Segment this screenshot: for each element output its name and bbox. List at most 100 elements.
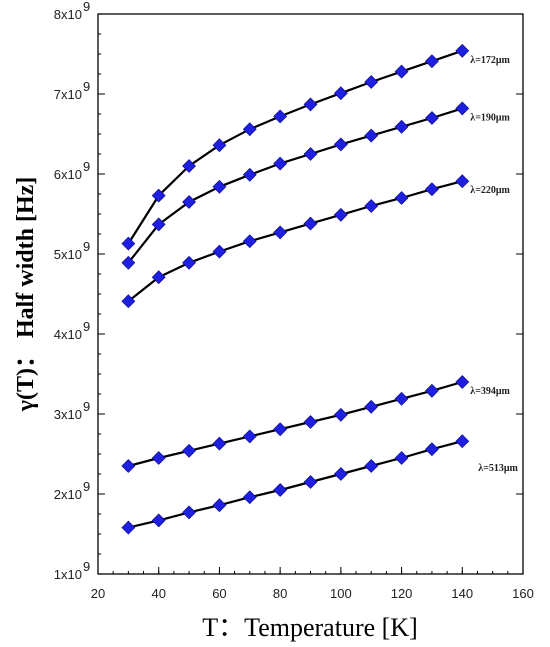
- y-axis-title: γ(T)： Half width [Hz]: [13, 177, 39, 413]
- y-tick-label: 3x10: [54, 407, 82, 422]
- data-point-diamond: [455, 43, 470, 58]
- x-tick-label: 80: [273, 586, 287, 601]
- data-point-diamond: [151, 188, 166, 203]
- series-label: λ=513μm: [478, 463, 518, 474]
- data-point-diamond: [364, 459, 379, 473]
- y-tick-mantissa: 6x10: [54, 167, 82, 182]
- x-tick-label: 60: [212, 586, 226, 601]
- series-labels: λ=172μm λ=190μm λ=220μm λ=394μm λ=513μm: [470, 55, 518, 474]
- data-point-diamond: [394, 191, 409, 205]
- data-point-diamond: [242, 122, 257, 137]
- data-point-diamond: [455, 101, 470, 116]
- series-1: [121, 101, 470, 270]
- y-tick-mantissa: 2x10: [54, 487, 82, 502]
- data-point-diamond: [303, 147, 318, 161]
- y-tick-mantissa: 1x10: [54, 567, 82, 582]
- x-tick-label: 20: [91, 586, 105, 601]
- data-point-diamond: [364, 128, 379, 143]
- series-label: λ=172μm: [470, 55, 510, 66]
- x-tick-label: 100: [330, 586, 352, 601]
- series-2: [121, 174, 470, 309]
- y-tick-mantissa: 3x10: [54, 407, 82, 422]
- y-tick-mantissa: 8x10: [54, 7, 82, 22]
- series-layer: [121, 43, 470, 535]
- data-point-diamond: [151, 451, 166, 465]
- data-point-diamond: [242, 429, 257, 444]
- y-tick-label: 8x10: [54, 7, 82, 22]
- data-point-diamond: [333, 207, 348, 222]
- data-point-diamond: [182, 255, 196, 270]
- series-line: [127, 49, 463, 245]
- data-point-diamond: [425, 442, 439, 457]
- data-point-diamond: [364, 399, 379, 414]
- data-point-diamond: [151, 513, 166, 528]
- y-tick-label: 1x10: [54, 567, 82, 582]
- data-point-diamond: [394, 391, 409, 406]
- data-point-diamond: [182, 195, 196, 209]
- data-point-diamond: [333, 467, 348, 481]
- data-point-diamond: [273, 156, 288, 171]
- series-label: λ=394μm: [470, 386, 510, 397]
- series-line: [127, 180, 463, 303]
- data-point-diamond: [242, 167, 257, 182]
- series-4: [121, 434, 470, 535]
- data-point-diamond: [303, 216, 318, 231]
- y-tick-label: 7x10: [54, 87, 82, 102]
- y-tick-label: 2x10: [54, 487, 82, 502]
- data-point-diamond: [212, 498, 227, 513]
- data-point-diamond: [242, 490, 257, 505]
- data-point-diamond: [425, 111, 439, 125]
- data-point-diamond: [273, 483, 288, 497]
- data-point-diamond: [151, 217, 166, 232]
- y-tick-exponent: 9: [83, 319, 90, 334]
- y-tick-exponent: 9: [83, 79, 90, 94]
- data-point-diamond: [121, 520, 136, 535]
- data-point-diamond: [394, 64, 409, 79]
- data-point-diamond: [333, 137, 348, 152]
- data-point-diamond: [303, 475, 318, 489]
- data-point-diamond: [121, 236, 136, 251]
- x-axis-title: T：Temperature [K]: [202, 613, 417, 642]
- data-point-diamond: [425, 182, 439, 197]
- data-point-diamond: [273, 109, 288, 124]
- data-point-diamond: [212, 436, 227, 451]
- data-point-diamond: [364, 199, 379, 213]
- data-point-diamond: [182, 505, 196, 520]
- data-point-diamond: [121, 459, 136, 473]
- series-line: [127, 107, 463, 264]
- data-point-diamond: [212, 179, 227, 194]
- y-tick-exponent: 9: [83, 159, 90, 174]
- data-point-diamond: [455, 434, 470, 449]
- x-tick-label: 40: [151, 586, 165, 601]
- x-tick-label: 140: [451, 586, 473, 601]
- x-axis-ticks: 20 40 60 80 100 120 140 160: [91, 567, 534, 601]
- data-point-diamond: [425, 54, 439, 69]
- data-point-diamond: [273, 422, 288, 437]
- y-tick-exponent: 9: [83, 479, 90, 494]
- y-tick-exponent: 9: [83, 0, 90, 14]
- y-tick-mantissa: 5x10: [54, 247, 82, 262]
- data-point-diamond: [455, 174, 470, 189]
- series-line: [128, 380, 463, 468]
- data-point-diamond: [212, 138, 227, 153]
- data-point-diamond: [394, 451, 409, 465]
- data-point-diamond: [121, 294, 136, 309]
- y-tick-exponent: 9: [83, 559, 90, 574]
- x-tick-label: 120: [391, 586, 413, 601]
- data-point-diamond: [212, 244, 227, 259]
- y-tick-label: 4x10: [54, 327, 82, 342]
- data-point-diamond: [242, 234, 257, 249]
- data-point-diamond: [455, 375, 470, 389]
- data-point-diamond: [121, 255, 136, 270]
- series-label: λ=190μm: [470, 112, 510, 123]
- data-point-diamond: [303, 97, 318, 112]
- y-tick-label: 5x10: [54, 247, 82, 262]
- data-point-diamond: [333, 407, 348, 422]
- data-point-diamond: [182, 159, 196, 173]
- data-point-diamond: [303, 415, 318, 429]
- x-tick-label: 160: [512, 586, 534, 601]
- data-point-diamond: [333, 86, 348, 101]
- y-tick-label: 6x10: [54, 167, 82, 182]
